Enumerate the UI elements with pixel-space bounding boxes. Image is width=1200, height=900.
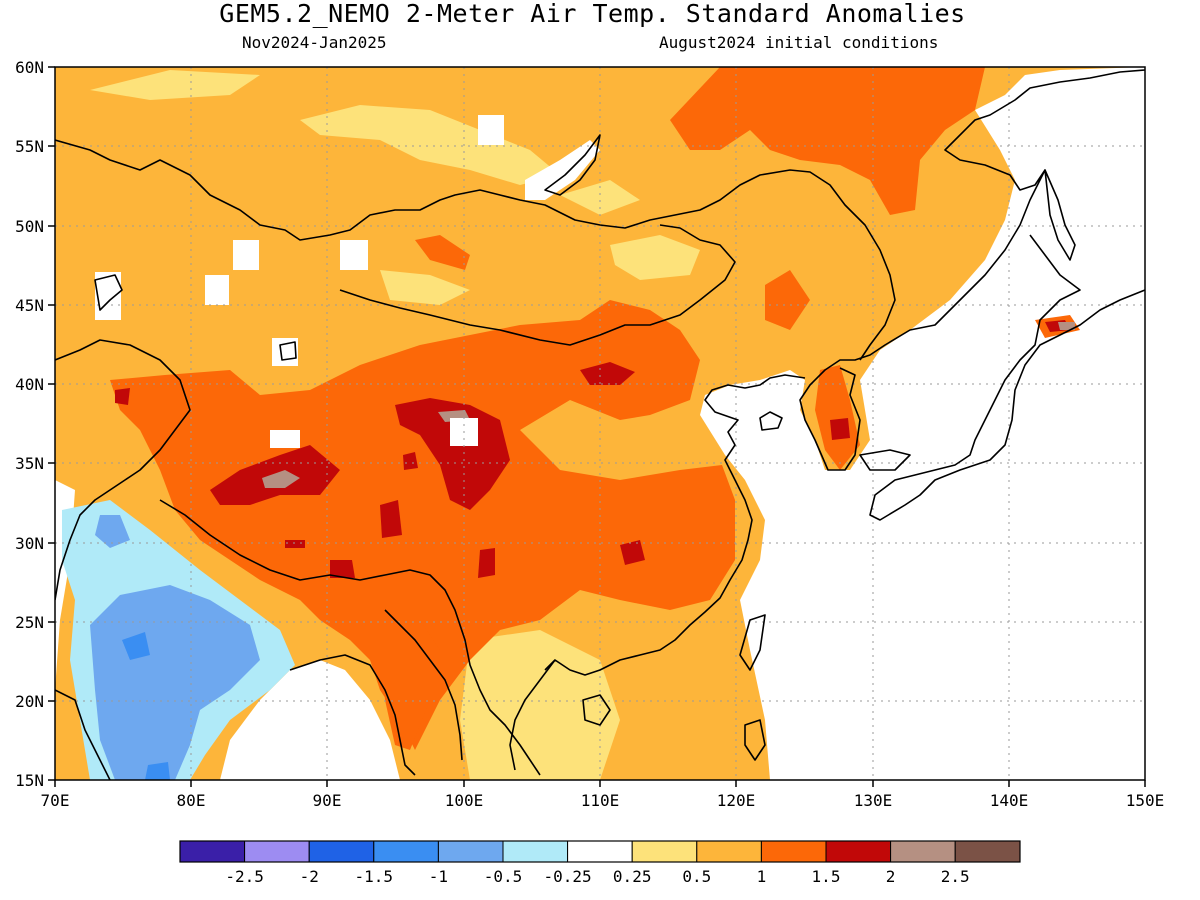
anomaly-region-yellow-mongolia — [380, 270, 470, 305]
anomaly-region-india-darkblue-south — [145, 762, 170, 780]
anomaly-region-white-patch-7 — [205, 275, 229, 305]
anomaly-region-west-red — [115, 388, 130, 405]
colorbar-label: 0.5 — [682, 867, 711, 886]
colorbar-swatch — [890, 840, 956, 863]
anomaly-region-yellow-north — [300, 105, 560, 185]
lon-label: 80E — [177, 791, 206, 810]
anomaly-region-small-red-7 — [830, 418, 850, 440]
anomaly-region-india-blue-north — [95, 515, 130, 548]
initial-conditions: August2024 initial conditions — [659, 33, 939, 52]
anomaly-region-small-red-3 — [478, 548, 495, 578]
anomaly-region-small-red-4 — [330, 560, 355, 578]
anomaly-region-mongolia-orange — [415, 235, 470, 270]
anomaly-field — [55, 67, 1145, 780]
anomaly-region-white-patch-5 — [478, 115, 504, 145]
anomaly-region-baikal-white — [525, 140, 600, 200]
anomaly-region-tibet-brown — [262, 470, 300, 488]
anomaly-region-bay-bengal — [220, 660, 400, 780]
axis-ticks — [48, 66, 1146, 787]
lat-label: 40N — [15, 375, 44, 394]
anomaly-region-small-red-5 — [285, 540, 305, 548]
anomaly-region-white-patch-1 — [270, 430, 300, 448]
lat-label: 30N — [15, 534, 44, 553]
anomaly-region-manchuria-orange — [765, 270, 810, 330]
colorbar-swatch — [308, 840, 375, 863]
colorbar — [179, 840, 1021, 863]
anomaly-region-yellow-sea — [750, 410, 800, 470]
colorbar-label: -0.5 — [484, 867, 523, 886]
colorbar-labels: -2.5 -2 -1.5 -1 -0.5 -0.25 0.25 0.5 1 1.… — [225, 867, 969, 886]
lat-label: 35N — [15, 454, 44, 473]
lat-labels: 60N 55N 50N 45N 40N 35N 30N 25N 20N 15N — [15, 58, 44, 790]
anomaly-region-qinghai-red — [395, 398, 510, 510]
lat-label: 60N — [15, 58, 44, 77]
colorbar-label: 2.5 — [941, 867, 970, 886]
colorbar-swatch — [373, 840, 439, 863]
lat-label: 50N — [15, 217, 44, 236]
lat-label: 15N — [15, 771, 44, 790]
colorbar-swatch — [179, 840, 246, 863]
colorbar-label: 1.5 — [812, 867, 841, 886]
anomaly-region-small-red-2 — [620, 540, 645, 565]
lon-label: 140E — [990, 791, 1029, 810]
colorbar-swatch — [825, 840, 892, 863]
colorbar-swatch — [631, 840, 698, 863]
lat-label: 25N — [15, 613, 44, 632]
anomaly-region-yellow-sea-coast — [560, 180, 640, 215]
anomaly-region-white-patch-8 — [233, 240, 259, 270]
colorbar-swatch — [954, 840, 1021, 863]
lon-label: 70E — [41, 791, 70, 810]
lon-label: 130E — [854, 791, 893, 810]
anomaly-region-india-blue — [90, 585, 260, 780]
colorbar-swatch — [760, 840, 827, 863]
anomaly-region-small-red-1 — [380, 500, 402, 538]
colorbar-swatch — [502, 840, 569, 863]
colorbar-label: 1 — [757, 867, 767, 886]
colorbar-label: -0.25 — [544, 867, 592, 886]
lon-labels: 70E 80E 90E 100E 110E 120E 130E 140E 150… — [41, 791, 1165, 810]
colorbar-label: -2 — [300, 867, 319, 886]
coastlines — [55, 69, 1145, 780]
anomaly-region-yellow-gobi — [610, 235, 700, 280]
colorbar-swatch — [567, 840, 633, 863]
forecast-period: Nov2024-Jan2025 — [242, 33, 387, 52]
anomaly-region-small-red-6 — [403, 452, 418, 470]
lat-label: 55N — [15, 137, 44, 156]
colorbar-label: 2 — [886, 867, 896, 886]
colorbar-label: -1 — [429, 867, 448, 886]
lon-label: 150E — [1126, 791, 1165, 810]
colorbar-label: 0.25 — [613, 867, 652, 886]
anomaly-region-china-orange — [110, 300, 735, 750]
anomaly-region-pacific — [700, 67, 1145, 780]
lon-label: 110E — [581, 791, 620, 810]
anomaly-region-yellow-se — [460, 630, 620, 780]
anomaly-region-yellow-west — [90, 70, 260, 100]
anomaly-region-ningxia-red — [580, 362, 635, 385]
anomaly-region-hokkaido-brown — [1058, 322, 1075, 330]
colorbar-swatch — [696, 840, 762, 863]
anomaly-region-korea-orange — [815, 365, 860, 470]
lat-label: 45N — [15, 296, 44, 315]
lon-label: 100E — [445, 791, 484, 810]
lon-label: 90E — [313, 791, 342, 810]
colorbar-label: -2.5 — [225, 867, 264, 886]
colorbar-label: -1.5 — [355, 867, 394, 886]
colorbar-swatch — [437, 840, 504, 863]
anomaly-region-india-darkblue — [122, 632, 150, 660]
chart-title: GEM5.2_NEMO 2-Meter Air Temp. Standard A… — [219, 0, 966, 28]
lon-label: 120E — [717, 791, 756, 810]
lat-label: 20N — [15, 692, 44, 711]
colorbar-frame — [179, 840, 1021, 863]
colorbar-swatch — [244, 840, 310, 863]
anomaly-region-northeast-orange — [670, 67, 985, 215]
anomaly-region-white-patch-3 — [340, 240, 368, 270]
